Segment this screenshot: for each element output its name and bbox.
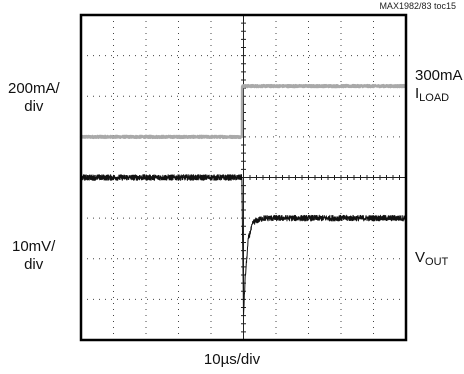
vout-scale-line-1: 10mV/: [12, 238, 56, 255]
load-scale-label: 200mA/ div: [8, 80, 60, 116]
figure-id: MAX1982/83 toc15: [379, 1, 456, 11]
load-series-label: ILOAD: [415, 85, 463, 107]
vout-scale-label: 10mV/ div: [12, 238, 55, 274]
x-axis-label: 10µs/div: [203, 351, 261, 368]
load-scale-line-1: 200mA/: [8, 80, 60, 97]
load-level-annotation: 300mA ILOAD: [415, 67, 463, 107]
trace-iload: [79, 83, 408, 140]
plot-frame: [79, 13, 408, 342]
trace-vout: [80, 174, 407, 317]
vout-series-name: V: [415, 249, 426, 266]
load-scale-line-2: div: [24, 98, 44, 115]
vout-series-subscript: OUT: [425, 256, 449, 268]
load-level-value: 300mA: [415, 67, 463, 84]
vout-scale-line-2: div: [24, 256, 44, 273]
load-series-name: I: [415, 85, 420, 102]
load-series-subscript: LOAD: [419, 92, 450, 104]
traces: [79, 83, 408, 317]
vout-series-label: VOUT: [415, 249, 448, 271]
